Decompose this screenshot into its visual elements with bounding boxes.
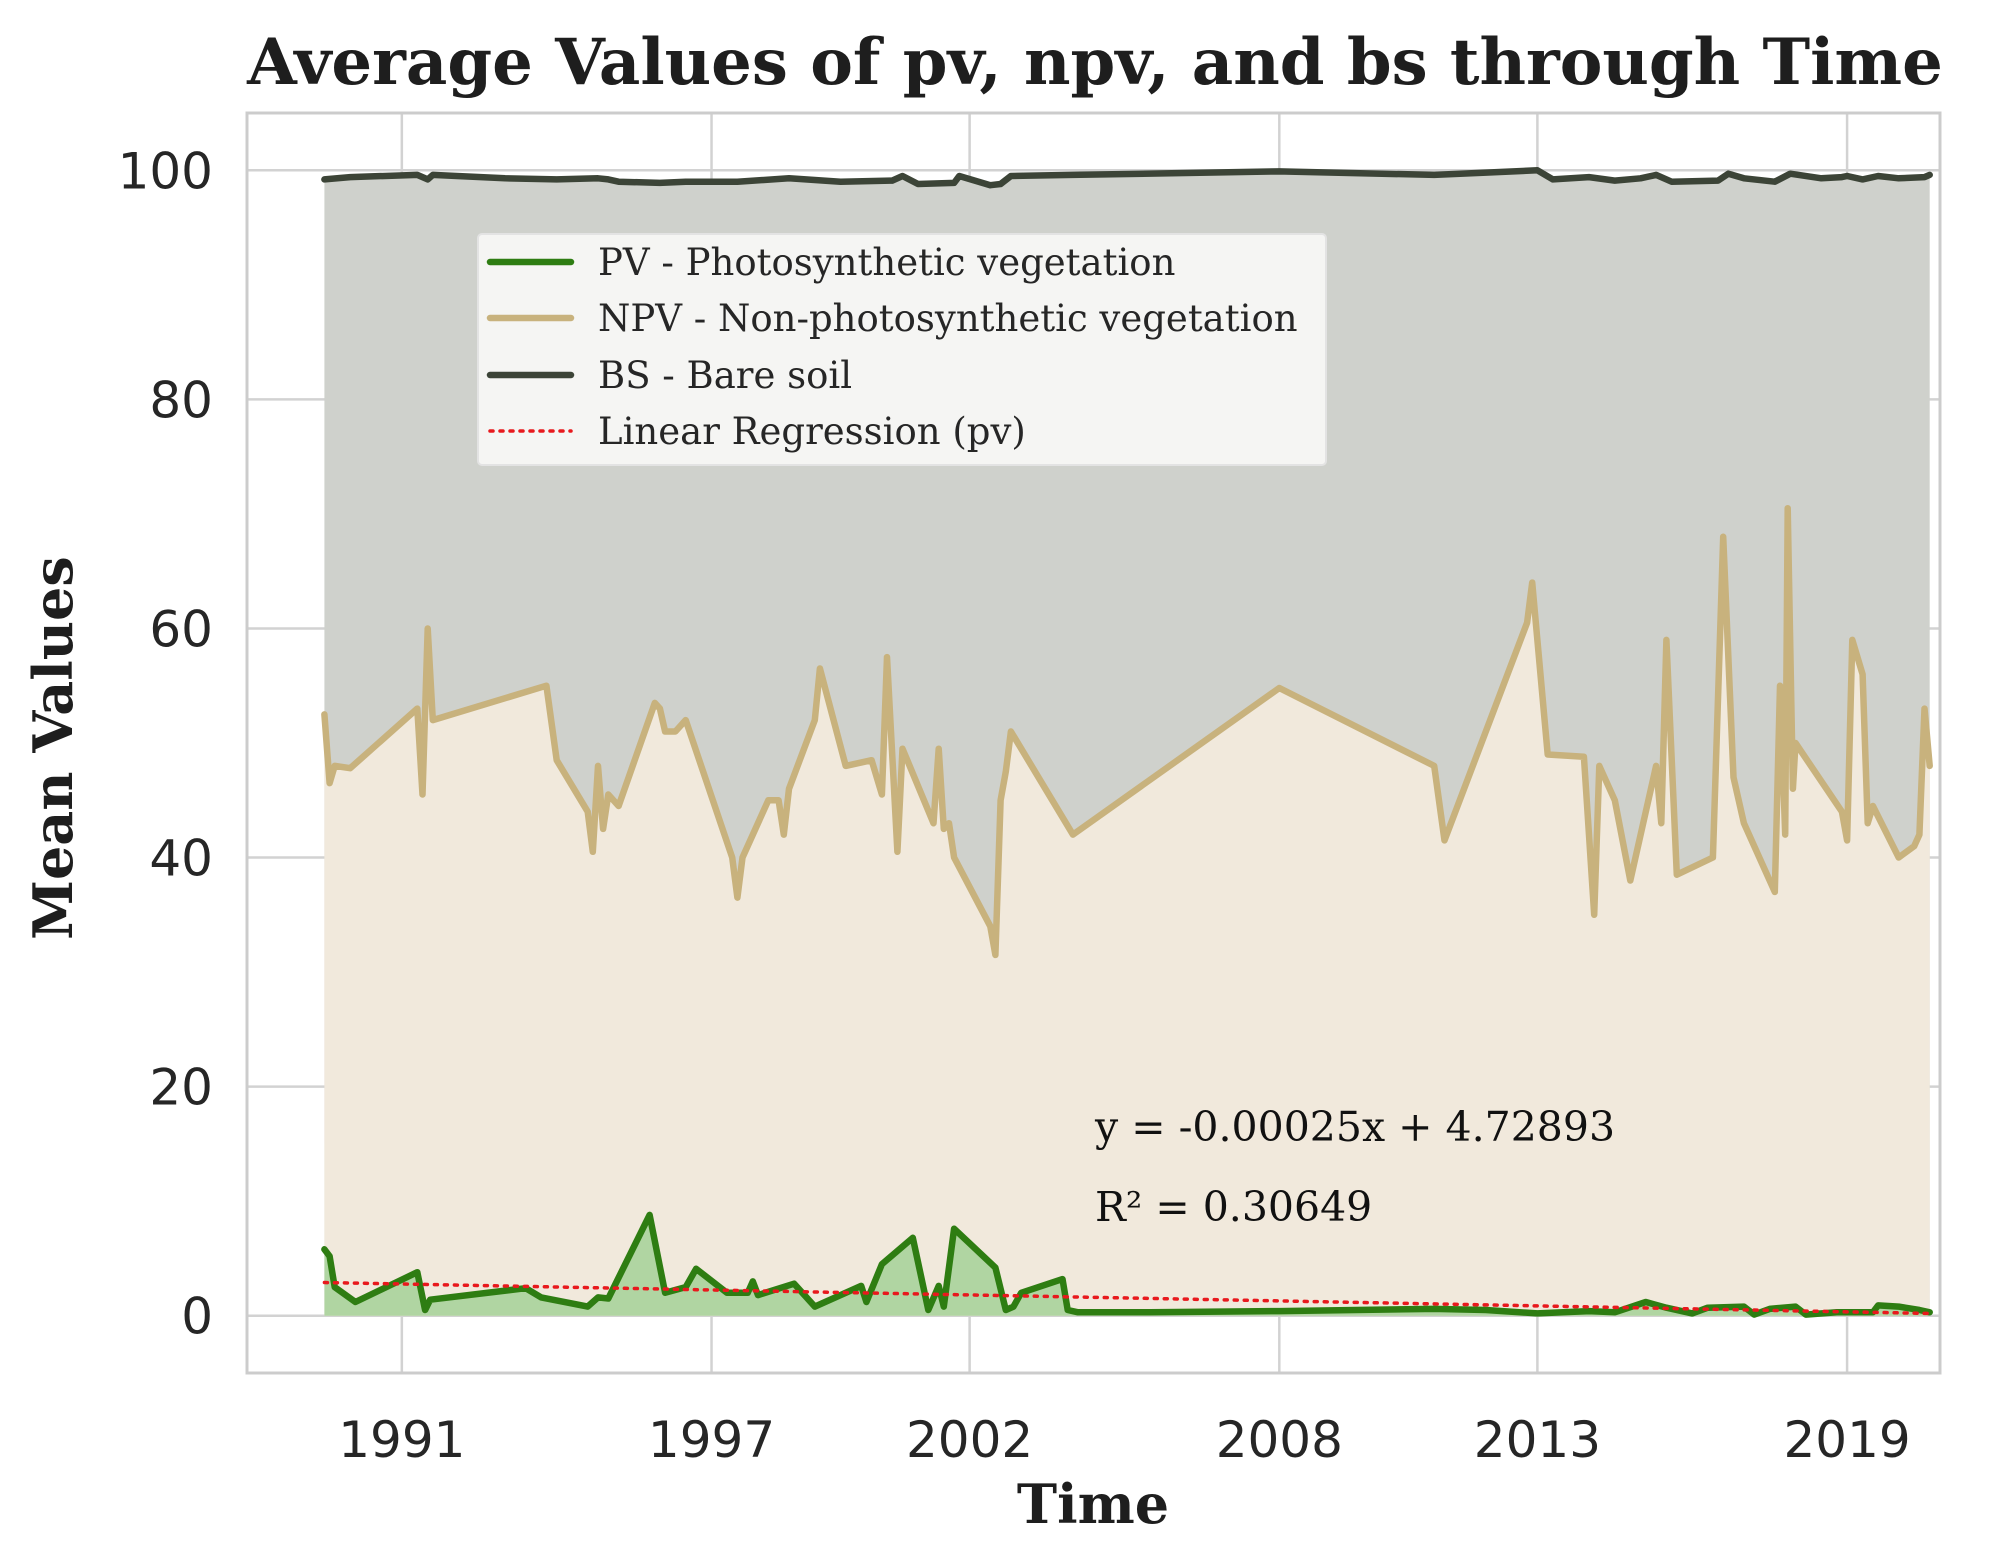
y-tick-label-0: 0	[181, 1288, 213, 1346]
legend-regression-label: Linear Regression (pv)	[598, 410, 1026, 453]
x-tick-label-1991: 1991	[338, 1411, 465, 1469]
regression-line	[322, 1280, 1932, 1316]
y-tick-label-60: 60	[149, 600, 213, 658]
series-lines	[321, 167, 1933, 1318]
chart-title: Average Values of pv, npv, and bs throug…	[246, 25, 1943, 100]
x-tick-label-2002: 2002	[906, 1411, 1033, 1469]
x-tick-label-2013: 2013	[1474, 1411, 1601, 1469]
y-tick-label-40: 40	[149, 830, 213, 888]
tick-labels: 1991 1997 2002 2008 2013 2019 0 20 40 60 80 100	[118, 142, 1911, 1469]
pv-area	[324, 1214, 1930, 1316]
y-tick-label-20: 20	[149, 1059, 213, 1117]
npv-line	[321, 504, 1933, 959]
legend-bs-label: BS - Bare soil	[598, 354, 852, 397]
regression-equation: y = -0.00025x + 4.72893	[1094, 1103, 1615, 1151]
bs-line	[321, 167, 1933, 189]
x-tick-label-2019: 2019	[1783, 1411, 1910, 1469]
y-axis-label: Mean Values	[21, 556, 85, 940]
y-tick-label-80: 80	[149, 371, 213, 429]
npv-area	[324, 508, 1930, 1316]
x-tick-label-1997: 1997	[648, 1411, 775, 1469]
legend-npv-label: NPV - Non-photosynthetic vegetation	[598, 297, 1298, 340]
x-tick-label-2008: 2008	[1216, 1411, 1343, 1469]
legend: PV - Photosynthetic vegetation NPV - Non…	[477, 233, 1327, 466]
x-axis-label: Time	[1017, 1472, 1169, 1536]
plot-frame	[245, 111, 1942, 1375]
legend-box	[477, 233, 1327, 466]
regression-r2: R² = 0.30649	[1095, 1183, 1372, 1231]
legend-pv-label: PV - Photosynthetic vegetation	[598, 241, 1175, 284]
y-tick-label-100: 100	[118, 142, 213, 200]
